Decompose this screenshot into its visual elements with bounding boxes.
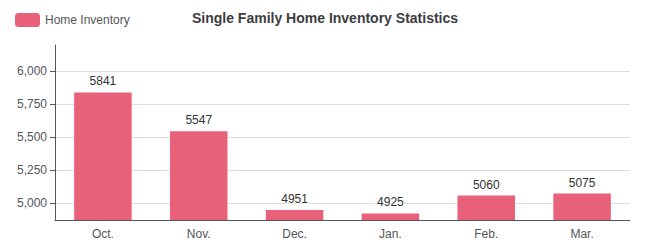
svg-text:5060: 5060 (473, 178, 500, 192)
svg-text:4925: 4925 (377, 195, 404, 209)
svg-text:5841: 5841 (90, 74, 117, 88)
svg-text:Single Family Home Inventory S: Single Family Home Inventory Statistics (192, 10, 458, 26)
svg-text:Nov.: Nov. (187, 227, 211, 241)
svg-text:5547: 5547 (185, 113, 212, 127)
svg-text:Jan.: Jan. (379, 227, 402, 241)
svg-text:5,500: 5,500 (17, 130, 47, 144)
svg-text:Feb.: Feb. (474, 227, 498, 241)
svg-text:6,000: 6,000 (17, 64, 47, 78)
svg-text:5075: 5075 (569, 176, 596, 190)
svg-text:4951: 4951 (281, 192, 308, 206)
svg-text:5,250: 5,250 (17, 163, 47, 177)
svg-text:Dec.: Dec. (282, 227, 307, 241)
svg-text:5,750: 5,750 (17, 97, 47, 111)
svg-text:Home Inventory: Home Inventory (45, 13, 130, 27)
svg-text:5,000: 5,000 (17, 196, 47, 210)
svg-text:Oct.: Oct. (92, 227, 114, 241)
svg-text:Mar.: Mar. (570, 227, 593, 241)
